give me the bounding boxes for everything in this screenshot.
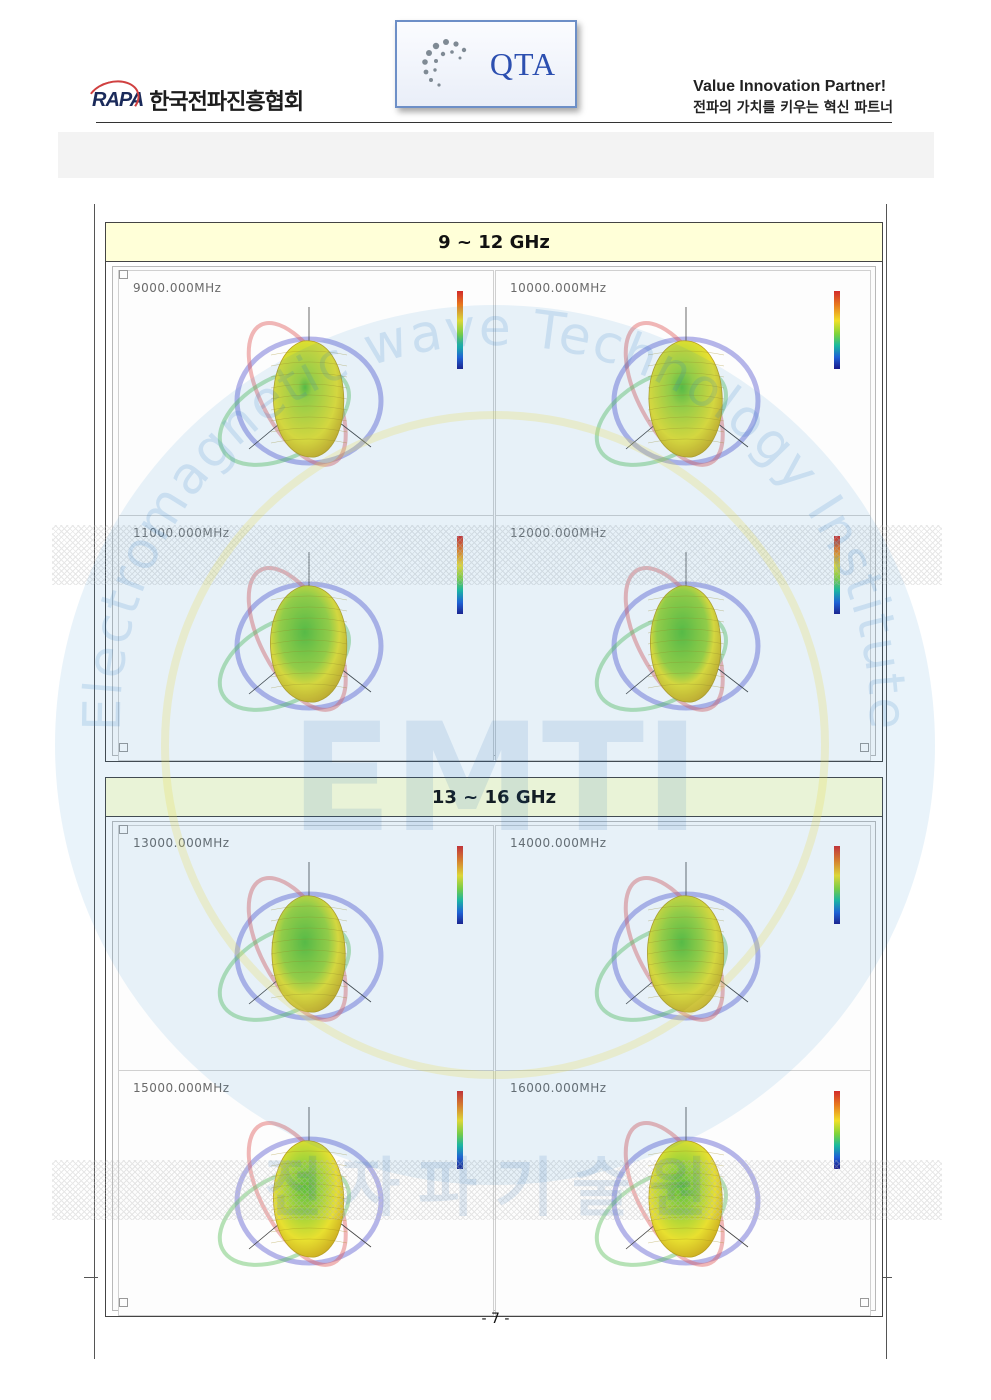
pattern-panel: 9000.000MHz <box>118 270 494 516</box>
radiation-pattern-3d <box>217 552 384 712</box>
panel-frequency: 10000.000MHz <box>510 281 607 295</box>
color-scale-bar <box>457 1091 463 1169</box>
pattern-grid: 13000.000MHz 14000.000MHz 15000.000MHz 1… <box>112 821 876 1316</box>
corner-icon <box>119 270 128 279</box>
panel-frequency: 15000.000MHz <box>133 1081 230 1095</box>
radiation-pattern-3d <box>594 552 761 712</box>
rapa-org-name: 한국전파진흥협회 <box>149 90 304 115</box>
header-divider <box>96 122 892 123</box>
section-title: 9 ~ 12 GHz <box>106 223 882 262</box>
pattern-panel: 11000.000MHz <box>118 515 494 761</box>
page-tick-left <box>84 1277 98 1278</box>
page-border-right <box>886 204 887 1359</box>
tagline: Value Innovation Partner! 전파의 가치를 키우는 혁신… <box>693 78 893 117</box>
qta-logo: QTA <box>395 20 577 108</box>
pattern-grid: 9000.000MHz 10000.000MHz 11000.000MHz 12… <box>112 266 876 761</box>
color-scale-bar <box>457 846 463 924</box>
corner-icon <box>860 1298 869 1307</box>
pattern-panel: 16000.000MHz <box>495 1070 871 1316</box>
qta-swirl-icon <box>422 39 467 87</box>
radiation-pattern-3d <box>217 307 384 467</box>
color-scale-bar <box>834 846 840 924</box>
page-border-left <box>94 204 95 1359</box>
panel-frequency: 12000.000MHz <box>510 526 607 540</box>
pattern-panel: 13000.000MHz <box>118 825 494 1071</box>
corner-icon <box>119 1298 128 1307</box>
radiation-pattern-3d <box>594 862 761 1022</box>
rapa-logo: RAPA 한국전파진흥협회 <box>82 74 304 125</box>
pattern-panel: 15000.000MHz <box>118 1070 494 1316</box>
tagline-ko: 전파의 가치를 키우는 혁신 파트너 <box>693 100 893 116</box>
color-scale-bar <box>457 536 463 614</box>
color-scale-bar <box>834 1091 840 1169</box>
panel-frequency: 14000.000MHz <box>510 836 607 850</box>
pattern-panel: 12000.000MHz <box>495 515 871 761</box>
radiation-pattern-3d <box>594 1107 761 1267</box>
section-title: 13 ~ 16 GHz <box>106 778 882 817</box>
radiation-pattern-3d <box>217 862 384 1022</box>
section-9-12ghz: 9 ~ 12 GHz 9000.000MHz 10000.000MHz 1100… <box>105 222 883 762</box>
panel-frequency: 16000.000MHz <box>510 1081 607 1095</box>
pattern-panel: 14000.000MHz <box>495 825 871 1071</box>
color-scale-bar <box>834 536 840 614</box>
section-13-16ghz: 13 ~ 16 GHz 13000.000MHz 14000.000MHz 15… <box>105 777 883 1317</box>
panel-frequency: 11000.000MHz <box>133 526 230 540</box>
rapa-mark: RAPA <box>82 74 144 125</box>
page-number: - 7 - <box>481 1311 510 1327</box>
radiation-pattern-3d <box>594 307 761 467</box>
header-gray-band <box>58 132 934 178</box>
panel-frequency: 9000.000MHz <box>133 281 222 295</box>
color-scale-bar <box>457 291 463 369</box>
corner-icon <box>119 825 128 834</box>
page-tick-right <box>878 1277 892 1278</box>
color-scale-bar <box>834 291 840 369</box>
qta-wordmark: QTA <box>489 45 557 82</box>
corner-icon <box>119 743 128 752</box>
radiation-pattern-3d <box>217 1107 384 1267</box>
pattern-panel: 10000.000MHz <box>495 270 871 516</box>
panel-frequency: 13000.000MHz <box>133 836 230 850</box>
tagline-en: Value Innovation Partner! <box>693 78 887 95</box>
corner-icon <box>860 743 869 752</box>
